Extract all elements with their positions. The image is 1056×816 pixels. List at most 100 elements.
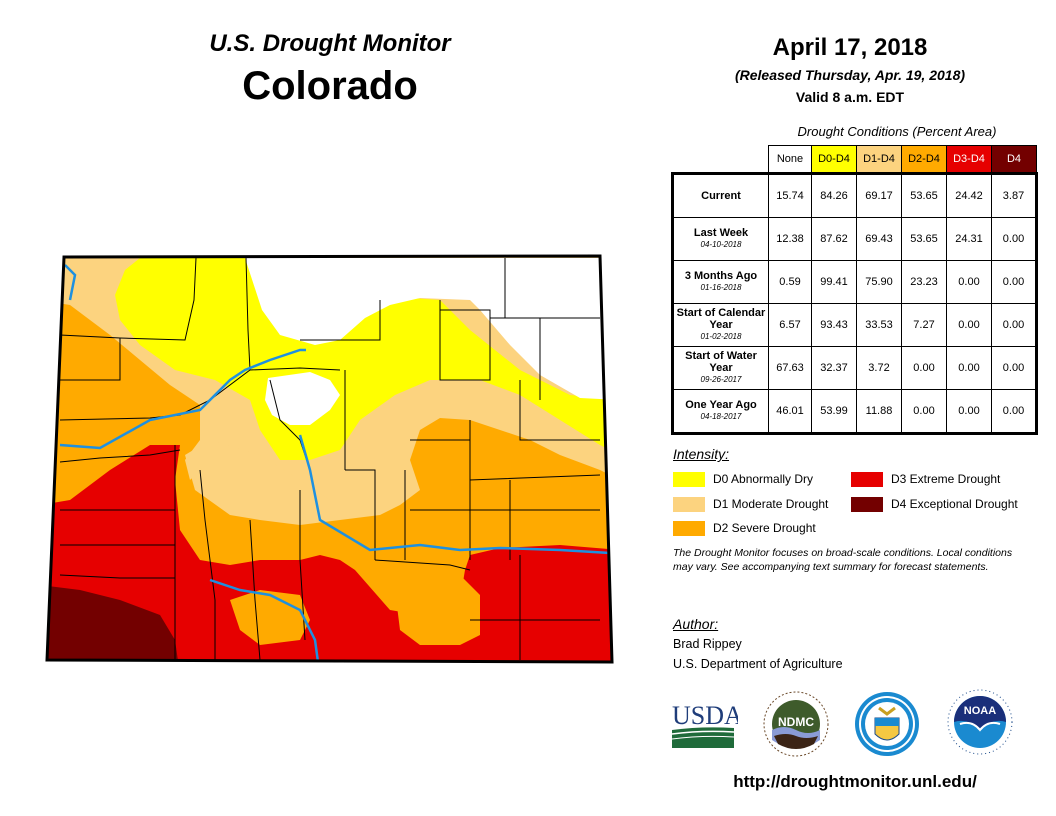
col-d3-d4: D3-D4: [946, 145, 992, 174]
cell-value: 32.37: [811, 346, 857, 390]
row-date: 01-16-2018: [700, 283, 742, 292]
table-row-current: Current 15.74 84.26 69.17 53.65 24.42 3.…: [671, 173, 1037, 218]
cell-value: 12.38: [768, 217, 812, 261]
rivers: [59, 264, 611, 662]
ndmc-logo: NDMC: [763, 691, 829, 757]
cell-value: 3.72: [856, 346, 902, 390]
d4-swatch: [851, 496, 883, 512]
row-label: Last Week: [693, 227, 749, 239]
table-row-last-week: Last Week 04-10-2018 12.38 87.62 69.43 53…: [671, 217, 1037, 261]
cell-value: 0.00: [946, 303, 992, 347]
row-label: Start of Calendar Year: [676, 307, 766, 331]
row-label: Current: [701, 190, 741, 202]
release-date: (Released Thursday, Apr. 19, 2018): [734, 67, 966, 83]
cell-value: 99.41: [811, 260, 857, 304]
commerce-seal-logo: [855, 692, 919, 756]
drought-monitor-url[interactable]: http://droughtmonitor.unl.edu/: [733, 772, 977, 791]
cell-value: 0.00: [991, 389, 1037, 434]
table-caption: Drought Conditions (Percent Area): [797, 124, 997, 139]
cell-value: 84.26: [811, 173, 857, 218]
author-organization: U.S. Department of Agriculture: [673, 657, 843, 671]
gunnison-river: [64, 264, 77, 301]
col-d1-d4: D1-D4: [856, 145, 902, 174]
d1-region-central: [185, 440, 340, 525]
cell-value: 0.00: [991, 260, 1037, 304]
row-date: 04-10-2018: [700, 240, 742, 249]
cell-value: 0.59: [768, 260, 812, 304]
cell-value: 24.31: [946, 217, 992, 261]
disclaimer-note: The Drought Monitor focuses on broad-sca…: [673, 547, 1013, 573]
noaa-logo: NOAA: [947, 689, 1013, 755]
rio-grande-south: [209, 578, 320, 662]
table-row-3-months-ago: 3 Months Ago 01-16-2018 0.59 99.41 75.90 …: [671, 260, 1037, 304]
cell-value: 0.00: [946, 389, 992, 434]
drought-conditions-table: None D0-D4 D1-D4 D2-D4 D3-D4 D4 Current …: [671, 145, 1038, 435]
cell-value: 87.62: [811, 217, 857, 261]
legend-label: D4 Exceptional Drought: [891, 497, 1018, 511]
cell-value: 0.00: [901, 389, 947, 434]
row-label: Start of Water Year: [685, 350, 757, 374]
legend-label: D1 Moderate Drought: [713, 497, 829, 511]
row-date: 09-26-2017: [700, 375, 742, 384]
col-d0-d4: D0-D4: [811, 145, 857, 174]
col-none: None: [768, 145, 812, 174]
cell-value: 67.63: [768, 346, 812, 390]
map-date: April 17, 2018: [772, 34, 928, 61]
d0-region: [115, 258, 612, 460]
table-row-start-water-year: Start of Water Year 09-26-2017 67.63 32.3…: [671, 346, 1037, 390]
table-header-row: None D0-D4 D1-D4 D2-D4 D3-D4 D4: [673, 145, 1037, 174]
cell-value: 53.65: [901, 173, 947, 218]
d4-region: [47, 585, 180, 662]
none-region-north: [245, 258, 612, 400]
legend-item-d3: D3 Extreme Drought: [851, 470, 1000, 488]
d2-region-south: [395, 575, 480, 645]
cell-value: 3.87: [991, 173, 1037, 218]
row-date: 04-18-2017: [700, 412, 742, 421]
row-label: One Year Ago: [685, 399, 757, 411]
cell-value: 24.42: [946, 173, 992, 218]
legend-label: D0 Abnormally Dry: [713, 472, 814, 486]
state-border: [45, 254, 614, 664]
d2-swatch: [673, 520, 705, 536]
colorado-river: [59, 348, 306, 450]
legend-label: D2 Severe Drought: [713, 521, 816, 535]
col-d2-d4: D2-D4: [901, 145, 947, 174]
table-row-start-calendar-year: Start of Calendar Year 01-02-2018 6.57 93…: [671, 303, 1037, 347]
author-name: Brad Rippey: [673, 637, 742, 651]
usda-logo: USDA: [672, 701, 738, 748]
cell-value: 23.23: [901, 260, 947, 304]
intensity-legend-title: Intensity:: [673, 446, 730, 462]
cell-value: 0.00: [991, 346, 1037, 390]
cell-value: 53.65: [901, 217, 947, 261]
d1-swatch: [673, 496, 705, 512]
cell-value: 46.01: [768, 389, 812, 434]
legend-item-d1: D1 Moderate Drought: [673, 495, 828, 513]
cell-value: 15.74: [768, 173, 812, 218]
d3-swatch: [851, 471, 883, 487]
cell-value: 69.17: [856, 173, 902, 218]
cell-value: 0.00: [946, 346, 992, 390]
cell-value: 93.43: [811, 303, 857, 347]
cell-value: 11.88: [856, 389, 902, 434]
monitor-subtitle: U.S. Drought Monitor: [209, 30, 451, 57]
legend-item-d4: D4 Exceptional Drought: [851, 495, 1018, 513]
cell-value: 69.43: [856, 217, 902, 261]
state-title: Colorado: [242, 64, 418, 108]
rio-grande: [298, 434, 611, 555]
county-boundaries: [59, 257, 601, 661]
legend-item-d2: D2 Severe Drought: [673, 519, 816, 537]
cell-value: 0.00: [946, 260, 992, 304]
cell-value: 0.00: [901, 346, 947, 390]
svg-text:USDA: USDA: [672, 701, 738, 730]
row-date: 01-02-2018: [700, 332, 742, 341]
col-d4: D4: [991, 145, 1037, 174]
svg-text:NOAA: NOAA: [964, 705, 996, 717]
colorado-drought-map: [45, 254, 614, 664]
cell-value: 7.27: [901, 303, 947, 347]
d0-swatch: [673, 471, 705, 487]
header-blank: [673, 146, 769, 174]
cell-value: 53.99: [811, 389, 857, 434]
cell-value: 6.57: [768, 303, 812, 347]
table-row-one-year-ago: One Year Ago 04-18-2017 46.01 53.99 11.88…: [671, 389, 1037, 434]
legend-item-d0: D0 Abnormally Dry: [673, 470, 813, 488]
